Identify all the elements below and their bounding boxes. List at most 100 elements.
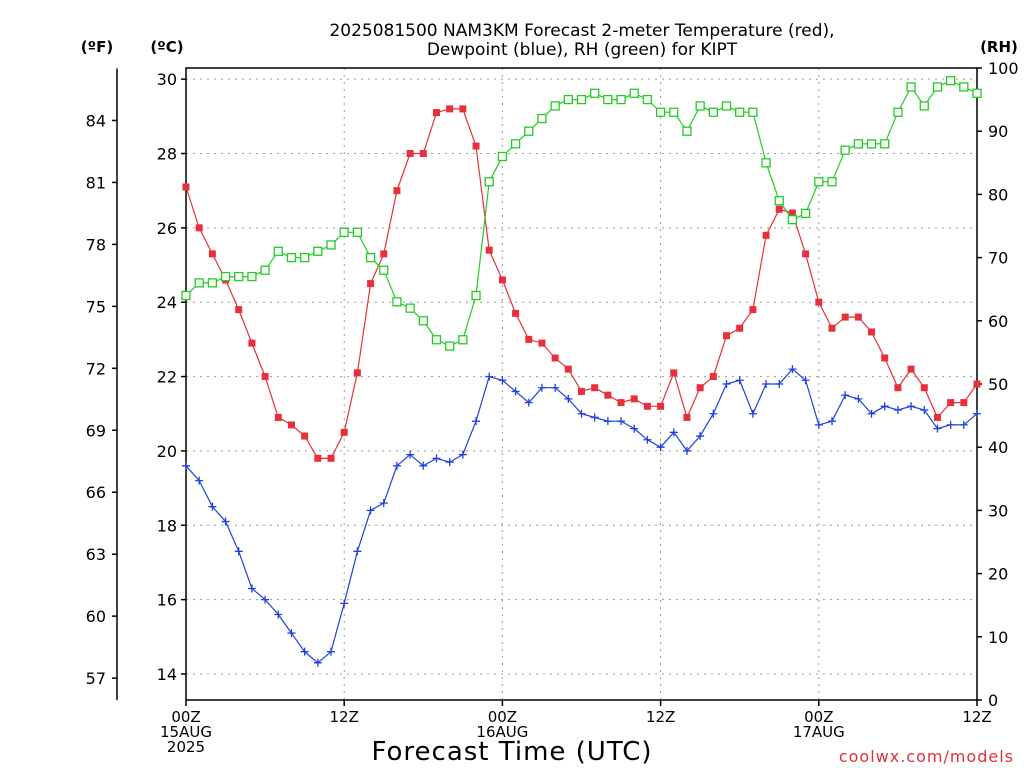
data-point-dewpoint <box>788 365 797 374</box>
data-point-dewpoint <box>762 380 771 388</box>
celsius-axis-unit: (ºC) <box>150 38 183 56</box>
series-line-temperature <box>185 108 978 459</box>
rh-tick-label: 20 <box>988 565 1008 584</box>
x-tick-label: 2025 <box>167 738 205 756</box>
data-point-dewpoint <box>827 417 836 426</box>
data-point-dewpoint <box>907 402 916 411</box>
fahrenheit-tick-label: 84 <box>86 111 106 130</box>
data-point-temperature <box>367 280 375 288</box>
data-point-rh <box>814 177 824 187</box>
data-point-rh <box>326 240 336 250</box>
data-point-dewpoint <box>946 420 955 429</box>
rh-axis-unit: (RH) <box>980 38 1018 56</box>
data-point-rh <box>893 107 903 117</box>
data-point-dewpoint <box>432 454 441 463</box>
data-point-dewpoint <box>340 599 349 608</box>
data-point-dewpoint <box>959 420 968 429</box>
data-point-rh <box>194 278 204 288</box>
data-point-rh <box>247 271 257 282</box>
data-point-temperature <box>933 413 941 421</box>
data-point-rh <box>313 246 323 256</box>
data-point-temperature <box>907 365 915 373</box>
data-point-dewpoint <box>656 443 665 452</box>
data-point-rh <box>827 177 837 187</box>
data-point-rh <box>339 227 349 237</box>
data-point-temperature <box>512 309 520 317</box>
data-point-temperature <box>802 250 810 258</box>
data-point-temperature <box>578 387 585 395</box>
data-point-temperature <box>591 384 599 392</box>
data-point-rh <box>972 88 982 98</box>
data-point-temperature <box>788 209 796 217</box>
data-point-rh <box>840 145 850 155</box>
celsius-tick-label: 22 <box>157 368 177 387</box>
data-point-temperature <box>670 369 678 377</box>
data-point-dewpoint <box>564 394 573 403</box>
data-point-rh <box>603 94 613 105</box>
rh-tick-label: 60 <box>988 312 1008 331</box>
data-point-temperature <box>736 324 744 332</box>
data-point-temperature <box>683 413 691 421</box>
data-point-temperature <box>551 354 559 362</box>
data-point-dewpoint <box>643 435 652 444</box>
data-point-temperature <box>815 298 823 306</box>
data-point-dewpoint <box>603 417 612 426</box>
data-point-dewpoint <box>617 417 626 426</box>
series-dewpoint <box>182 365 981 667</box>
data-point-rh <box>220 271 231 282</box>
data-point-rh <box>695 101 705 111</box>
data-point-temperature <box>314 454 322 462</box>
data-point-rh <box>352 227 363 237</box>
data-point-temperature <box>301 432 309 440</box>
data-point-dewpoint <box>458 450 467 459</box>
data-point-dewpoint <box>841 391 850 400</box>
data-point-dewpoint <box>472 417 481 426</box>
data-point-rh <box>445 341 455 351</box>
celsius-tick-label: 14 <box>157 665 177 684</box>
x-tick-label: 12Z <box>962 708 991 726</box>
data-point-rh <box>260 265 270 275</box>
data-point-temperature <box>538 339 546 347</box>
data-point-temperature <box>498 276 506 284</box>
fahrenheit-tick-label: 63 <box>86 545 106 564</box>
series-rh <box>181 75 982 351</box>
data-point-rh <box>497 151 508 162</box>
data-point-rh <box>537 113 547 124</box>
celsius-tick-label: 26 <box>157 219 177 238</box>
data-point-temperature <box>235 306 243 314</box>
credit-link[interactable]: coolwx.com/models <box>839 747 1014 766</box>
data-point-dewpoint <box>524 398 533 407</box>
data-point-temperature <box>630 395 638 403</box>
data-point-dewpoint <box>182 461 190 470</box>
data-point-temperature <box>854 313 862 321</box>
data-point-temperature <box>353 369 361 377</box>
series-temperature <box>182 105 981 462</box>
data-point-dewpoint <box>630 424 639 433</box>
data-point-rh <box>853 139 863 149</box>
data-point-rh <box>735 107 745 117</box>
data-point-dewpoint <box>709 409 718 418</box>
data-point-dewpoint <box>775 380 784 388</box>
data-point-temperature <box>643 402 651 410</box>
data-point-temperature <box>617 399 625 407</box>
data-point-rh <box>919 101 929 111</box>
data-point-dewpoint <box>551 383 560 392</box>
data-point-dewpoint <box>445 458 454 467</box>
data-point-temperature <box>340 428 348 436</box>
celsius-tick-label: 24 <box>157 293 177 312</box>
data-point-dewpoint <box>208 502 217 511</box>
data-point-dewpoint <box>221 517 230 526</box>
data-point-rh <box>405 303 415 313</box>
data-point-rh <box>576 94 587 105</box>
data-point-dewpoint <box>300 647 309 656</box>
x-tick-label: 12Z <box>330 708 359 726</box>
data-point-rh <box>682 126 692 136</box>
data-point-temperature <box>749 306 757 314</box>
data-point-temperature <box>775 205 783 213</box>
celsius-tick-label: 30 <box>157 70 177 89</box>
celsius-tick-label: 18 <box>157 516 177 535</box>
series-layer <box>181 75 982 667</box>
data-point-temperature <box>274 413 282 421</box>
